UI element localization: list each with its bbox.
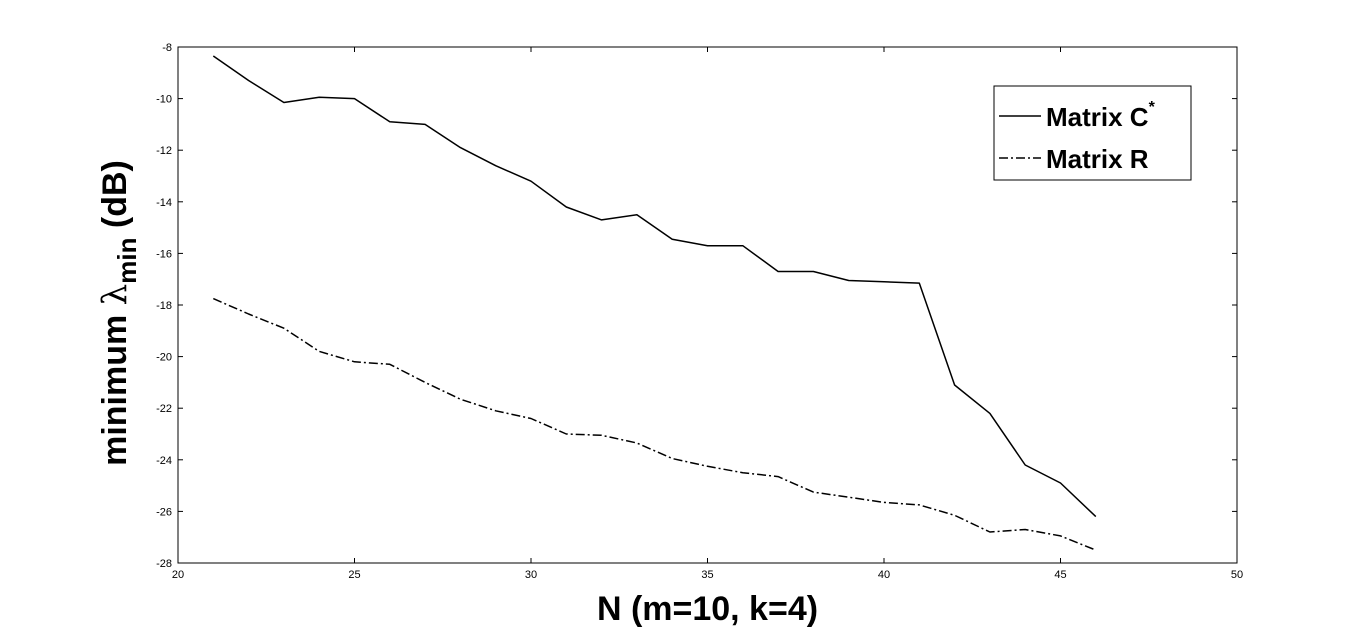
y-tick-label: -8	[162, 42, 172, 54]
y-axis-label: minimum λmin (dB)	[95, 160, 142, 466]
x-tick-label: 20	[172, 569, 184, 581]
legend-box	[993, 85, 1192, 181]
x-axis-label: N (m=10, k=4)	[597, 590, 818, 628]
series-line-2	[213, 297, 1097, 551]
y-axis-label-prefix: minimum	[96, 305, 134, 466]
y-tick-label: -18	[156, 300, 172, 312]
series-line-1	[212, 55, 1097, 518]
x-tick-label: 25	[348, 569, 360, 581]
y-tick-label: -24	[156, 455, 172, 467]
y-tick-label: -16	[156, 248, 172, 260]
y-tick-label: -12	[156, 145, 172, 157]
y-axis-label-symbol: λ	[95, 284, 135, 306]
y-axis-label-subscript: min	[112, 238, 142, 284]
legend-label-2: Matrix R	[1046, 144, 1149, 174]
y-tick-label: -10	[156, 94, 172, 106]
x-tick-label: 45	[1054, 569, 1066, 581]
x-tick-label: 40	[878, 569, 890, 581]
legend-label-superscript: *	[1149, 99, 1156, 116]
x-tick-label: 35	[701, 569, 713, 581]
y-tick-label: -20	[156, 352, 172, 364]
y-tick-label: -28	[156, 558, 172, 570]
y-tick-label: -22	[156, 403, 172, 415]
y-tick-label: -14	[156, 197, 172, 209]
y-axis-label-suffix: (dB)	[96, 160, 134, 237]
x-tick-label: 50	[1231, 569, 1243, 581]
legend: Matrix C* Matrix R	[993, 85, 1192, 181]
legend-label-1: Matrix C*	[1046, 99, 1156, 132]
y-tick-label: -26	[156, 506, 172, 518]
x-tick-label: 30	[525, 569, 537, 581]
axis-ticks: 20 25 30 35 40 45 50 -8 -10 -12 -14 -16 -18 -20 -22 -24…	[156, 42, 1243, 581]
series-lines	[212, 55, 1097, 551]
